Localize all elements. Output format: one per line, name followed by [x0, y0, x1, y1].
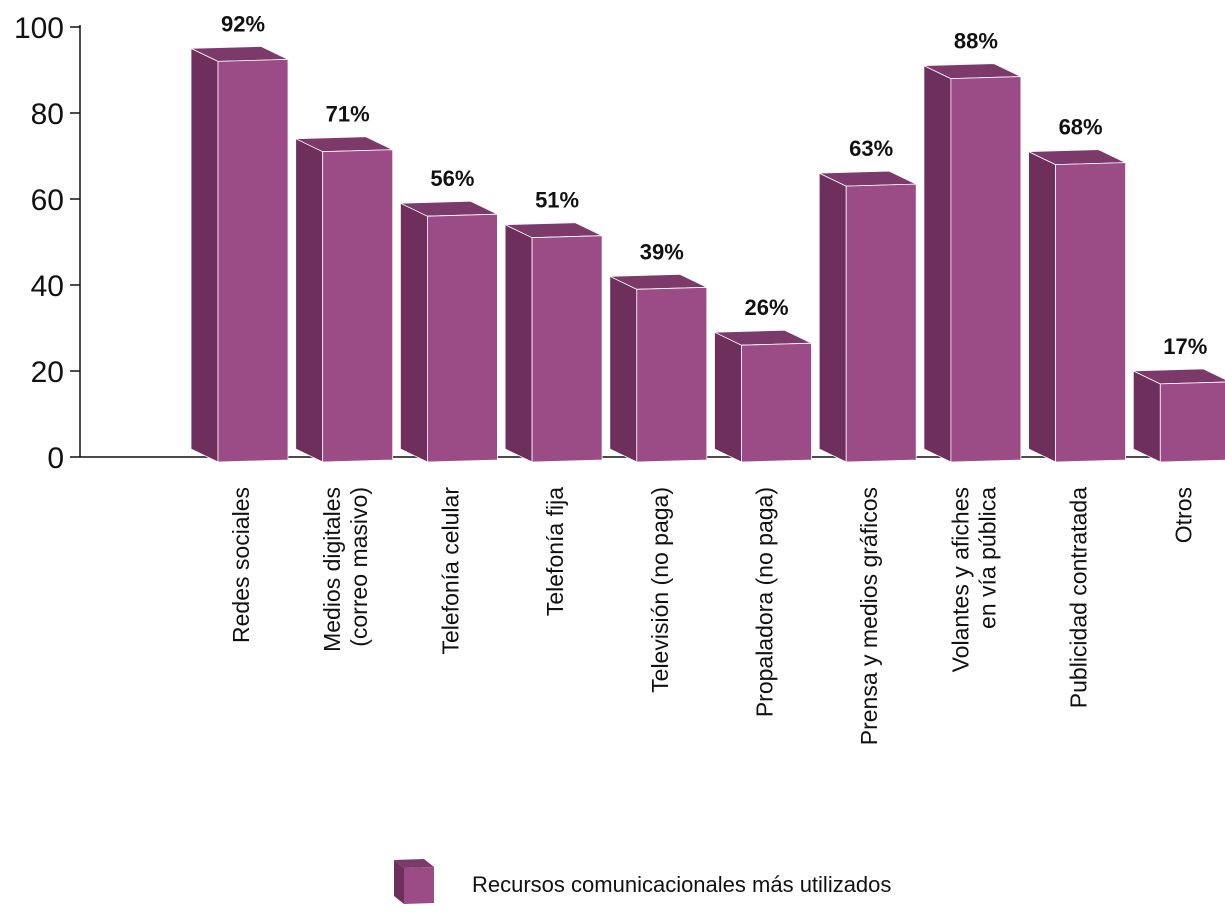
bar-front-face	[217, 58, 289, 463]
x-tick-label-line: en vía pública	[974, 487, 1000, 629]
y-tick-label: 100	[14, 12, 64, 45]
data-label: 63%	[849, 136, 893, 161]
x-tick-label: Publicidad contratada	[1066, 487, 1092, 708]
labels: 92% Redes sociales 71% Medios digitales(cor…	[221, 11, 1207, 745]
legend-label: Recursos comunicacionales más utilizados	[472, 872, 891, 897]
x-tick-label-line: Medios digitales	[319, 487, 345, 652]
bar-2	[295, 136, 394, 463]
bar-front-face	[741, 342, 812, 463]
data-label: 39%	[640, 239, 684, 264]
x-tick-label-line: Otros	[1170, 487, 1196, 543]
bar-front-face	[531, 235, 603, 463]
x-tick-label: Propaladora (no paga)	[752, 487, 778, 717]
bar-front-face	[950, 76, 1022, 463]
x-tick-label-line: Telefonía fija	[542, 487, 568, 616]
legend-swatch	[404, 867, 434, 904]
data-label: 56%	[430, 166, 474, 191]
data-label: 17%	[1163, 334, 1207, 359]
bar-front-face	[845, 183, 917, 463]
bar-side-face	[399, 202, 428, 463]
data-label: 71%	[326, 102, 370, 127]
x-tick-label-line: Televisión (no paga)	[647, 487, 673, 693]
legend: Recursos comunicacionales más utilizados	[394, 859, 891, 904]
x-tick-label: Prensa y medios gráficos	[856, 487, 882, 745]
y-tick-label: 60	[31, 184, 64, 217]
bar-6	[714, 329, 812, 463]
y-tick-label: 0	[47, 442, 64, 475]
x-tick-label-line: Redes sociales	[228, 487, 254, 643]
bar-3	[399, 200, 498, 463]
data-label: 26%	[744, 295, 788, 320]
bar-side-face	[609, 275, 638, 463]
x-tick-label-line: Publicidad contratada	[1066, 487, 1092, 708]
bar-8	[923, 63, 1022, 463]
bar-1	[190, 45, 289, 463]
x-tick-label: Redes sociales	[228, 487, 254, 643]
x-tick-label-line: Propaladora (no paga)	[752, 487, 778, 717]
bar-7	[818, 170, 917, 463]
x-tick-label-line: Volantes y afiches	[947, 487, 973, 672]
bar-4	[504, 222, 603, 463]
x-tick-label-line: Prensa y medios gráficos	[856, 487, 882, 745]
y-tick-label: 20	[31, 356, 64, 389]
y-tick-label: 80	[31, 98, 64, 131]
legend-swatch-top	[394, 859, 434, 868]
data-label: 51%	[535, 188, 579, 213]
y-tick-label: 40	[31, 270, 64, 303]
bar-front-face	[1159, 381, 1225, 463]
bar-front-face	[322, 149, 394, 463]
bar-5	[609, 273, 708, 463]
x-tick-label: Telefonía celular	[437, 487, 463, 655]
x-tick-label: Volantes y afichesen vía pública	[947, 487, 1000, 673]
x-tick-label: Telefonía fija	[542, 487, 568, 616]
bar-front-face	[426, 213, 498, 463]
bar-side-face	[714, 331, 742, 463]
x-tick-label: Televisión (no paga)	[647, 487, 673, 693]
x-tick-label: Otros	[1170, 487, 1196, 543]
bar-side-face	[295, 138, 324, 463]
bar-10	[1132, 368, 1225, 463]
bars	[190, 45, 1225, 463]
bar-front-face	[636, 286, 708, 463]
data-label: 88%	[954, 29, 998, 54]
bar-side-face	[190, 47, 219, 463]
x-tick-label-line: (correo masivo)	[346, 487, 372, 647]
bar-9	[1028, 149, 1126, 463]
x-tick-label: Medios digitales(correo masivo)	[319, 487, 372, 652]
bar-side-face	[504, 224, 533, 463]
bar-front-face	[1055, 162, 1126, 463]
bar-side-face	[1028, 150, 1056, 463]
bar-side-face	[1132, 370, 1161, 463]
x-tick-label-line: Telefonía celular	[437, 487, 463, 655]
legend-swatch-side	[394, 860, 404, 904]
data-label: 92%	[221, 11, 265, 36]
bar-side-face	[818, 172, 847, 463]
data-label: 68%	[1059, 115, 1103, 140]
bar-side-face	[923, 64, 952, 463]
